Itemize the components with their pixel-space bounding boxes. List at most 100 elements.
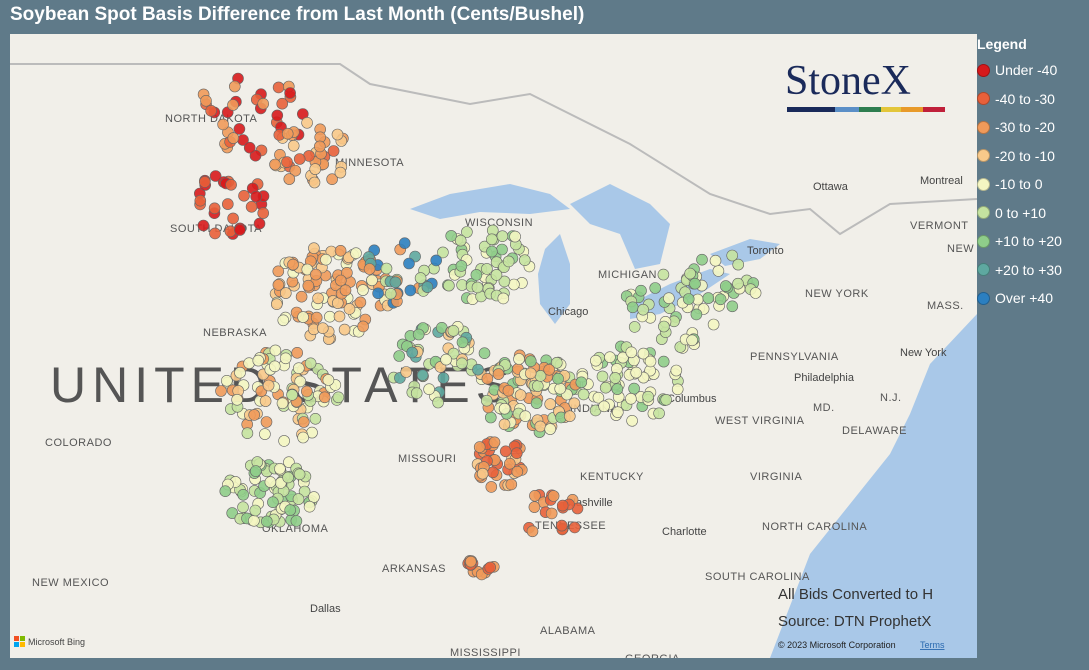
legend-label: 0 to +10 (995, 204, 1046, 221)
bid-dot (363, 263, 376, 275)
bid-dot (416, 369, 429, 381)
bid-dot (237, 501, 249, 514)
bid-dot (302, 279, 315, 292)
bid-dot (437, 372, 450, 384)
bid-dot (414, 272, 427, 284)
bid-dot (505, 478, 518, 491)
map-label: VERMONT (910, 220, 969, 232)
bid-dot (291, 346, 304, 359)
bid-dot (245, 201, 258, 213)
legend-item: Over +40 (977, 284, 1087, 313)
bid-dot (497, 292, 510, 305)
bid-dot (332, 391, 345, 404)
legend-item: +20 to +30 (977, 256, 1087, 285)
bid-dot (519, 410, 532, 423)
bid-dot (350, 247, 362, 259)
bid-dot (221, 374, 233, 387)
bid-dot (292, 493, 305, 505)
bid-dot (726, 249, 739, 262)
bid-dot (464, 555, 477, 568)
legend-item: Under -40 (977, 56, 1087, 85)
map-label: Chicago (548, 306, 588, 318)
bid-dot (248, 514, 260, 527)
bid-dot (310, 311, 323, 324)
bid-dot (481, 263, 493, 275)
legend-label: -20 to -10 (995, 147, 1055, 164)
bid-dot (269, 344, 282, 357)
legend-label: -30 to -20 (995, 119, 1055, 136)
bid-dot (544, 423, 557, 435)
bid-dot (421, 281, 434, 293)
bid-dot (440, 353, 452, 366)
bid-dot (215, 385, 227, 397)
legend-item: -30 to -20 (977, 113, 1087, 142)
bid-dot (259, 428, 271, 440)
bid-dot (301, 263, 314, 276)
bid-dot (393, 350, 406, 362)
legend-swatch (977, 263, 990, 277)
bid-dot (430, 254, 443, 267)
logo: StoneX (785, 58, 945, 112)
bid-dot (502, 255, 515, 268)
terms-link[interactable]: Terms (920, 640, 945, 650)
bid-dot (670, 364, 683, 377)
legend-item: -40 to -30 (977, 85, 1087, 114)
bid-dot (454, 234, 467, 247)
bid-dot (294, 375, 307, 388)
bid-dot (410, 387, 423, 400)
bid-dot (480, 394, 493, 407)
bid-dot (556, 499, 569, 512)
bid-dot (238, 190, 250, 202)
map-label: Philadelphia (794, 372, 855, 384)
bid-dot (714, 293, 727, 306)
bid-dot (272, 81, 285, 94)
bid-dot (589, 354, 602, 367)
bid-dot (260, 416, 273, 428)
note: All Bids Converted to H (778, 586, 933, 603)
bid-dot (269, 158, 281, 171)
bid-dot (225, 179, 237, 191)
bid-dot (611, 383, 624, 395)
bid-dot (279, 352, 292, 365)
bid-dot (389, 276, 402, 289)
bid-dot (671, 383, 684, 396)
bid-dot (334, 274, 347, 287)
bid-dot (229, 80, 241, 93)
bid-dot (599, 381, 612, 394)
bid-dot (339, 284, 352, 297)
bid-dot (628, 321, 641, 333)
bid-dot (445, 230, 458, 242)
bid-dot (200, 95, 212, 107)
bid-dot (502, 384, 515, 397)
copyright: © 2023 Microsoft Corporation (778, 640, 896, 650)
bid-dot (423, 383, 435, 396)
bid-dot (199, 176, 211, 188)
map-label: PENNSYLVANIA (750, 351, 839, 363)
bid-dot (575, 376, 588, 389)
legend-label: Under -40 (995, 62, 1058, 79)
legend-swatch (977, 120, 990, 134)
map-label: COLORADO (45, 437, 112, 449)
bid-dot (300, 385, 313, 398)
bid-dot (231, 393, 243, 406)
bid-dot (447, 324, 460, 337)
bid-dot (226, 507, 238, 519)
bid-dot (338, 323, 351, 336)
bid-dot (343, 303, 356, 315)
bid-dot (309, 163, 322, 175)
bid-dot (604, 351, 616, 364)
bid-dot (194, 194, 207, 207)
bid-dot (490, 269, 503, 281)
bid-dot (531, 380, 544, 392)
bid-dot (292, 362, 305, 375)
bid-dot (749, 287, 762, 299)
bid-dot (384, 287, 397, 300)
map-label: DELAWARE (842, 425, 907, 437)
bid-dot (611, 406, 624, 419)
bid-dot (503, 457, 516, 470)
bid-dot (234, 366, 246, 379)
bid-dot (498, 275, 511, 288)
bid-dot (625, 392, 637, 405)
bid-dot (205, 105, 217, 117)
